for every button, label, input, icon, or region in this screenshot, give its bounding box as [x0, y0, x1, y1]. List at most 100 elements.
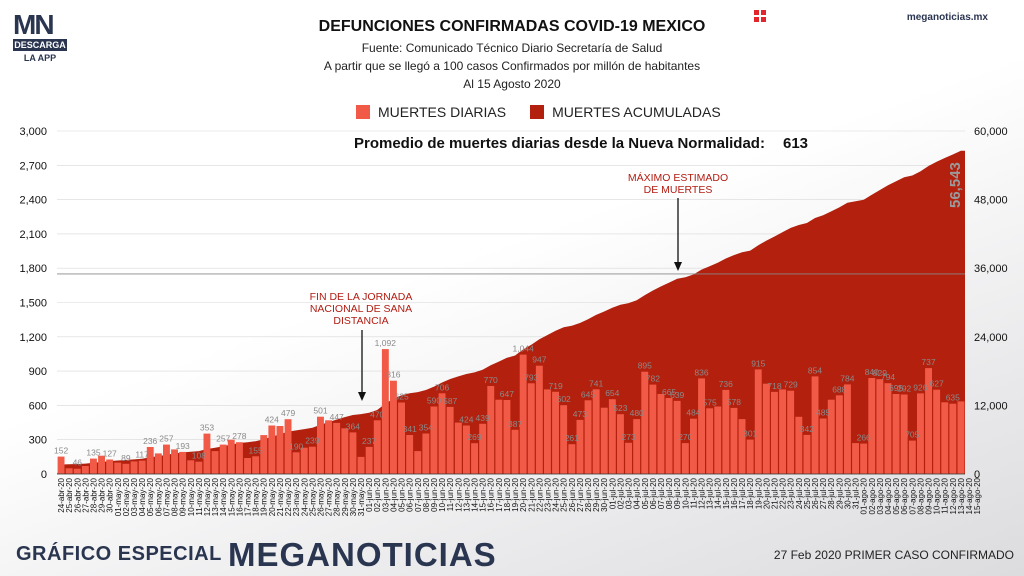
- daily-bar: [519, 354, 527, 474]
- bar-data-label: 705: [905, 430, 919, 440]
- daily-bar: [357, 456, 365, 474]
- bar-data-label: 353: [200, 423, 214, 433]
- daily-bar: [487, 386, 495, 474]
- daily-bar: [852, 443, 859, 474]
- bar-data-label: 706: [435, 382, 449, 392]
- daily-bar: [57, 456, 65, 474]
- x-tick-label: 13-may-20: [211, 477, 220, 516]
- daily-bar: [373, 420, 381, 474]
- x-tick-label: 09-jul-20: [673, 477, 682, 509]
- x-tick-label: 27-may-20: [325, 477, 334, 516]
- x-tick-label: 06-jul-20: [649, 477, 658, 509]
- daily-bar: [617, 414, 624, 474]
- daily-bar: [633, 419, 641, 474]
- bar-data-label: 695: [889, 383, 903, 393]
- x-tick-label: 10-ago-20: [933, 477, 942, 514]
- bar-data-label: 782: [646, 374, 660, 384]
- daily-bar: [535, 365, 543, 474]
- x-tick-label: 19-jun-20: [511, 477, 520, 511]
- daily-bar: [714, 406, 722, 474]
- x-tick-label: 28-may-20: [333, 477, 342, 516]
- bar-data-label: 770: [484, 375, 498, 385]
- daily-bar: [398, 402, 405, 474]
- daily-bar: [892, 394, 900, 474]
- bar-data-label: 578: [727, 397, 741, 407]
- daily-bar: [625, 442, 632, 474]
- bar-data-label: 784: [840, 373, 854, 383]
- x-tick-label: 21-may-20: [276, 477, 285, 516]
- site-url[interactable]: meganoticias.mx: [906, 12, 988, 23]
- x-tick-label: 20-may-20: [268, 477, 277, 516]
- x-tick-label: 04-jun-20: [389, 477, 398, 511]
- daily-bar: [649, 384, 657, 474]
- x-tick-label: 07-may-20: [162, 477, 171, 516]
- daily-bar: [657, 394, 665, 474]
- bar-data-label: 854: [808, 365, 822, 375]
- annotation-arrowhead-max: [674, 262, 682, 271]
- x-tick-label: 19-jul-20: [754, 477, 763, 509]
- x-tick-label: 04-ago-20: [884, 477, 893, 514]
- x-tick-label: 07-ago-20: [908, 477, 917, 514]
- daily-bar: [171, 449, 178, 474]
- daily-bar: [844, 384, 851, 474]
- x-tick-label: 12-ago-20: [949, 477, 958, 514]
- x-tick-label: 02-jun-20: [373, 477, 382, 511]
- bar-data-label: 635: [946, 393, 960, 403]
- x-tick-label: 24-may-20: [300, 477, 309, 516]
- footer-brand-logo[interactable]: MEGANOTICIAS: [228, 536, 497, 573]
- y-tick-right: 48,000: [974, 195, 1008, 207]
- bar-data-label: 590: [427, 396, 441, 406]
- meganoticias-app-logo[interactable]: MN DESCARGA LA APP: [13, 11, 67, 63]
- x-tick-label: 27-jun-20: [576, 477, 585, 511]
- x-tick-label: 01-jun-20: [365, 477, 374, 511]
- daily-bar: [730, 407, 738, 474]
- bar-data-label: 473: [573, 409, 587, 419]
- x-tick-label: 07-jul-20: [657, 477, 666, 509]
- x-tick-label: 05-ago-20: [892, 477, 901, 514]
- bar-data-label: 947: [532, 355, 546, 365]
- daily-bar: [738, 419, 746, 474]
- bar-data-label: 665: [662, 387, 676, 397]
- x-tick-label: 01-ago-20: [860, 477, 869, 514]
- daily-bar: [308, 446, 316, 474]
- x-tick-label: 14-jul-20: [714, 477, 723, 509]
- daily-bar: [236, 442, 243, 474]
- bar-data-label: 342: [800, 424, 814, 434]
- annotation-arrowhead-fin: [358, 392, 366, 401]
- x-tick-label: 10-jul-20: [681, 477, 690, 509]
- bar-data-label: 89: [121, 453, 131, 463]
- x-tick-label: 01-jul-20: [608, 477, 617, 509]
- y-tick-right: 0: [974, 469, 980, 481]
- x-tick-label: 03-jul-20: [625, 477, 634, 509]
- daily-bar: [503, 400, 511, 474]
- cumulative-total-label: 56,543: [947, 162, 964, 208]
- x-tick-label: 12-jun-20: [454, 477, 463, 511]
- cumulative-area: [57, 150, 965, 475]
- x-tick-label: 15-jul-20: [722, 477, 731, 509]
- y-tick-left: 3,000: [19, 126, 47, 138]
- logo-app-label: LA APP: [23, 53, 57, 63]
- bar-data-label: 895: [638, 361, 652, 371]
- bar-data-label: 341: [403, 424, 417, 434]
- daily-bar: [600, 407, 608, 474]
- daily-bar: [114, 462, 122, 474]
- x-tick-label: 09-may-20: [179, 477, 188, 516]
- bar-data-label: 602: [557, 394, 571, 404]
- bar-data-label: 117: [135, 450, 149, 460]
- bar-data-label: 273: [622, 432, 636, 442]
- daily-bar: [495, 399, 503, 474]
- x-tick-label: 03-may-20: [130, 477, 139, 516]
- daily-bar: [81, 466, 89, 474]
- x-tick-label: 11-jul-20: [689, 477, 698, 508]
- daily-bar: [333, 422, 341, 474]
- x-tick-label: 03-ago-20: [876, 477, 885, 514]
- bar-data-label: 354: [419, 423, 433, 433]
- x-tick-label: 08-jul-20: [665, 477, 674, 509]
- bar-data-label: 836: [694, 367, 708, 377]
- daily-bar: [187, 460, 195, 474]
- bar-data-label: 479: [281, 408, 295, 418]
- daily-bar: [795, 416, 803, 474]
- y-tick-left: 0: [41, 469, 47, 481]
- bar-data-label: 108: [192, 451, 206, 461]
- x-tick-label: 17-jun-20: [495, 477, 504, 511]
